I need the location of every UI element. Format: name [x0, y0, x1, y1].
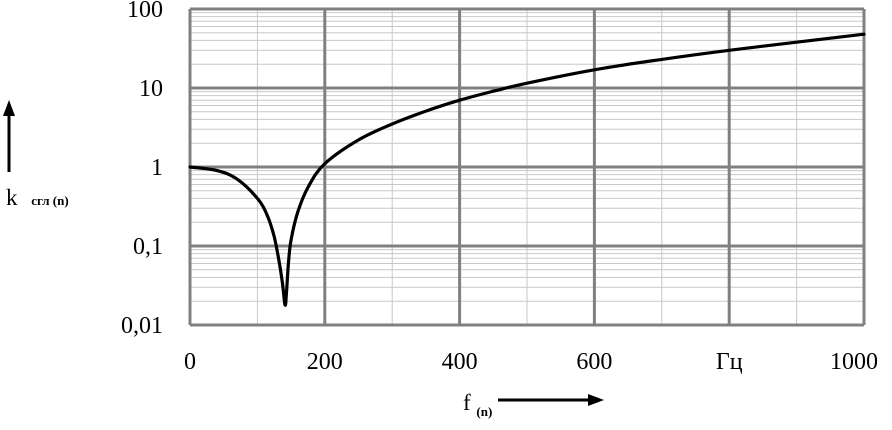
y-axis-title-sub: сгл (n): [31, 193, 68, 208]
series-layer: [188, 32, 866, 307]
y-tick-label: 10: [139, 76, 163, 102]
x-axis-title: f (n): [463, 390, 604, 419]
y-tick-label: 0,1: [133, 234, 163, 260]
major-grid: [188, 7, 866, 327]
minor-grid: [190, 9, 864, 325]
x-tick-label: Гц: [716, 349, 743, 375]
y-axis-arrow-head: [3, 100, 15, 116]
x-axis-arrow-head: [588, 394, 604, 406]
x-tick-label: 400: [442, 349, 478, 375]
x-axis-title-main: f: [463, 390, 471, 415]
x-axis-title-sub: (n): [476, 404, 492, 419]
y-tick-label: 100: [127, 0, 163, 23]
x-tick-label: 0: [184, 349, 196, 375]
x-tick-label: 200: [307, 349, 343, 375]
y-tick-labels: 100 10 1 0,1 0,01: [121, 0, 163, 339]
x-tick-labels: 0 200 400 600 Гц 1000: [184, 349, 878, 375]
x-tick-label: 1000: [830, 349, 878, 375]
y-axis-title: k сгл (n): [3, 100, 69, 210]
svg-text:k сгл (n): k сгл (n): [6, 185, 69, 210]
y-tick-label: 0,01: [121, 313, 163, 339]
y-tick-label: 1: [151, 155, 163, 181]
svg-text:f (n): f (n): [463, 390, 492, 419]
series-line-0: [188, 32, 866, 307]
x-tick-label: 600: [576, 349, 612, 375]
y-axis-title-main: k: [6, 185, 18, 210]
